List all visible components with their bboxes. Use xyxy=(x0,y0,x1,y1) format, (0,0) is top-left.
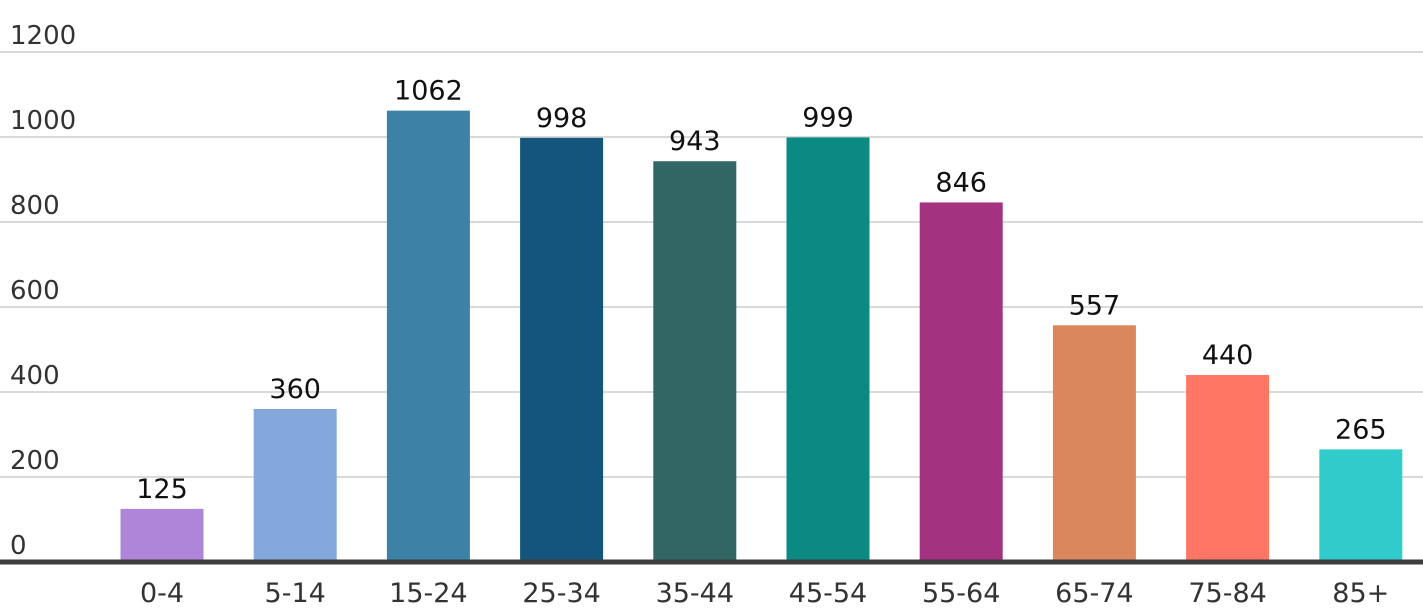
category-label-15-24: 15-24 xyxy=(389,578,467,609)
category-label-5-14: 5-14 xyxy=(265,578,326,609)
bar-55-64 xyxy=(919,202,1003,562)
y-tick-label: 0 xyxy=(10,531,27,561)
bar-45-54 xyxy=(786,137,870,563)
category-label-85+: 85+ xyxy=(1332,578,1389,609)
y-tick-label: 200 xyxy=(10,446,60,476)
value-label-5-14: 360 xyxy=(269,374,321,405)
x-axis-category-labels: 0-4 5-14 15-24 25-34 35-44 45-54 55-64 65-74 75-… xyxy=(140,578,1389,609)
category-label-65-74: 65-74 xyxy=(1055,578,1133,609)
value-label-0-4: 125 xyxy=(136,474,188,505)
value-label-65-74: 557 xyxy=(1069,290,1121,321)
bars xyxy=(120,110,1403,563)
bar-75-84 xyxy=(1186,375,1270,562)
bar-5-14 xyxy=(253,409,337,562)
value-label-75-84: 440 xyxy=(1202,340,1254,371)
value-label-35-44: 943 xyxy=(669,126,721,157)
category-label-45-54: 45-54 xyxy=(789,578,867,609)
value-label-45-54: 999 xyxy=(802,102,854,133)
y-tick-label: 1200 xyxy=(10,21,76,51)
bar-65-74 xyxy=(1052,325,1136,562)
value-label-85+: 265 xyxy=(1335,414,1387,445)
bar-0-4 xyxy=(120,508,204,562)
value-label-25-34: 998 xyxy=(536,103,588,134)
y-tick-label: 400 xyxy=(10,361,60,391)
category-label-25-34: 25-34 xyxy=(522,578,600,609)
bar-value-labels: 125 360 1062 998 943 999 846 557 440 265 xyxy=(136,76,1386,505)
value-label-15-24: 1062 xyxy=(394,76,463,107)
bar-15-24 xyxy=(386,110,470,563)
category-label-55-64: 55-64 xyxy=(922,578,1000,609)
category-label-75-84: 75-84 xyxy=(1188,578,1266,609)
y-axis-tick-labels: 0 200 400 600 800 1000 1200 xyxy=(10,21,76,561)
category-label-0-4: 0-4 xyxy=(140,578,184,609)
y-tick-label: 600 xyxy=(10,276,60,306)
y-tick-label: 1000 xyxy=(10,106,76,136)
category-label-35-44: 35-44 xyxy=(656,578,734,609)
bar-85+ xyxy=(1319,449,1403,562)
y-tick-label: 800 xyxy=(10,191,60,221)
value-label-55-64: 846 xyxy=(935,167,987,198)
bar-35-44 xyxy=(653,161,737,562)
bar-25-34 xyxy=(520,137,604,562)
